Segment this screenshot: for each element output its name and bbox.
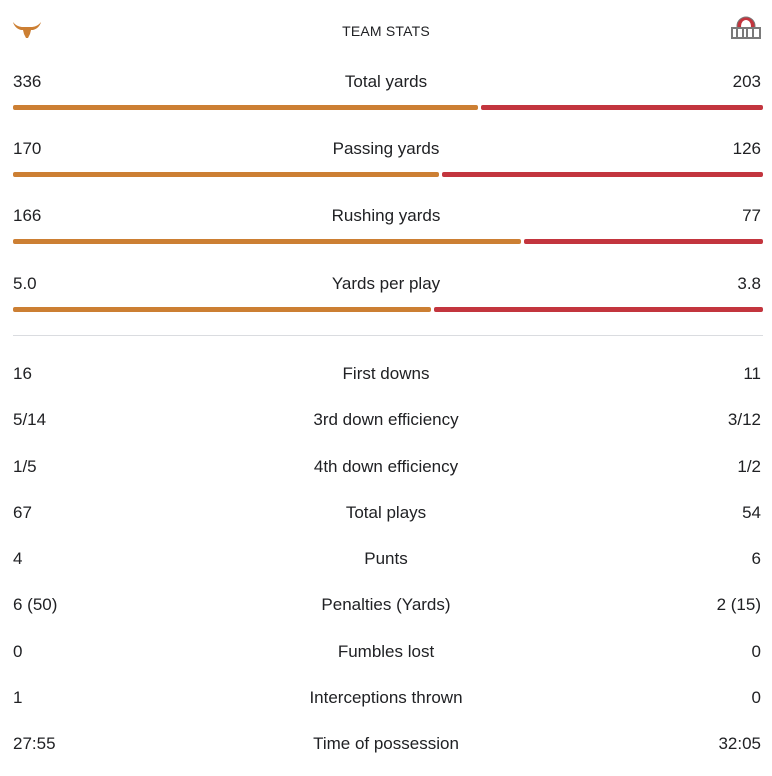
left-team-value: 67 <box>13 503 32 522</box>
stat-time-of-possession: 27:55 Time of possession 32:05 <box>0 734 772 758</box>
comparison-bar <box>13 172 763 177</box>
left-team-bar <box>13 105 478 110</box>
left-team-value: 0 <box>13 642 23 661</box>
right-team-value: 0 <box>751 642 761 661</box>
right-team-value: 3/12 <box>727 410 761 429</box>
stat-label: Total yards <box>344 72 428 91</box>
right-team-bar <box>434 307 763 312</box>
stat-label: 4th down efficiency <box>313 457 459 476</box>
left-team-value: 170 <box>13 139 42 158</box>
stat-label: Interceptions thrown <box>309 688 463 707</box>
stat-penalties: 6 (50) Penalties (Yards) 2 (15) <box>0 595 772 619</box>
section-divider <box>13 335 763 336</box>
right-team-bar <box>442 172 763 177</box>
left-team-value: 336 <box>13 72 42 91</box>
left-team-value: 5.0 <box>13 274 37 293</box>
stat-label: Rushing yards <box>331 206 441 225</box>
left-team-value: 16 <box>13 364 32 383</box>
left-team-value: 5/14 <box>13 410 47 429</box>
right-team-value: 126 <box>732 139 761 158</box>
stat-punts: 4 Punts 6 <box>0 549 772 573</box>
right-team-value: 11 <box>743 364 761 383</box>
stat-label: First downs <box>342 364 430 383</box>
stat-label: Fumbles lost <box>337 642 435 661</box>
ohio-state-logo-icon[interactable] <box>729 14 763 46</box>
right-team-value: 3.8 <box>737 274 761 293</box>
stat-label: Punts <box>364 549 408 568</box>
left-team-value: 1 <box>13 688 23 707</box>
stat-label: Total plays <box>345 503 427 522</box>
stat-passing-yards: 170 Passing yards 126 <box>0 139 772 199</box>
left-team-value: 6 (50) <box>13 595 58 614</box>
comparison-bar <box>13 239 763 244</box>
stat-4th-down-efficiency: 1/5 4th down efficiency 1/2 <box>0 457 772 481</box>
stat-yards-per-play: 5.0 Yards per play 3.8 <box>0 274 772 334</box>
left-team-bar <box>13 307 431 312</box>
left-team-bar <box>13 239 521 244</box>
left-team-value: 4 <box>13 549 23 568</box>
stat-3rd-down-efficiency: 5/14 3rd down efficiency 3/12 <box>0 410 772 434</box>
longhorn-icon[interactable] <box>12 19 42 41</box>
stat-total-plays: 67 Total plays 54 <box>0 503 772 527</box>
right-team-bar <box>481 105 763 110</box>
team-stats-header: TEAM STATS <box>0 0 772 62</box>
right-team-value: 2 (15) <box>716 595 761 614</box>
stat-label: Passing yards <box>332 139 440 158</box>
right-team-bar <box>524 239 763 244</box>
stat-interceptions-thrown: 1 Interceptions thrown 0 <box>0 688 772 712</box>
stat-label: Time of possession <box>313 734 459 753</box>
stat-label: Yards per play <box>331 274 441 293</box>
right-team-value: 0 <box>751 688 761 707</box>
right-team-value: 1/2 <box>737 457 761 476</box>
comparison-bar <box>13 307 763 312</box>
right-team-value: 77 <box>742 206 761 225</box>
stat-label: Penalties (Yards) <box>321 595 451 614</box>
right-team-value: 54 <box>742 503 761 522</box>
left-team-value: 27:55 <box>13 734 56 753</box>
stat-rushing-yards: 166 Rushing yards 77 <box>0 206 772 266</box>
stat-label: 3rd down efficiency <box>313 410 459 429</box>
comparison-bar <box>13 105 763 110</box>
right-team-value: 32:05 <box>718 734 761 753</box>
stat-first-downs: 16 First downs 11 <box>0 364 772 388</box>
left-team-value: 1/5 <box>13 457 37 476</box>
stat-fumbles-lost: 0 Fumbles lost 0 <box>0 642 772 666</box>
right-team-value: 6 <box>751 549 761 568</box>
right-team-value: 203 <box>732 72 761 91</box>
left-team-bar <box>13 172 439 177</box>
stat-total-yards: 336 Total yards 203 <box>0 72 772 132</box>
left-team-value: 166 <box>13 206 42 225</box>
page-title: TEAM STATS <box>342 23 430 39</box>
